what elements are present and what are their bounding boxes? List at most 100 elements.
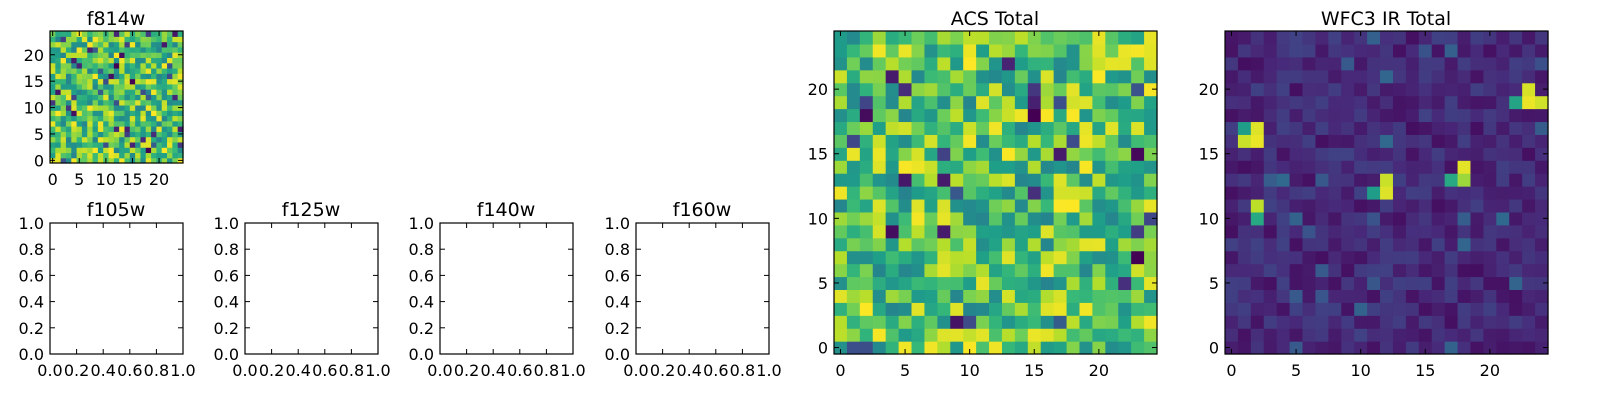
- heatmap-cell: [1341, 224, 1355, 239]
- heatmap-cell: [1367, 147, 1381, 161]
- heatmap-cell: [1341, 237, 1355, 252]
- heatmap-cell: [1380, 198, 1394, 213]
- heatmap-cell: [1250, 173, 1265, 187]
- heatmap-cell: [97, 147, 104, 154]
- heatmap-cell: [1092, 43, 1106, 58]
- heatmap-cell: [1354, 289, 1368, 303]
- heatmap-cell: [92, 104, 99, 111]
- heatmap-cell: [172, 136, 179, 143]
- heatmap-cell: [1354, 237, 1368, 252]
- heatmap-cell: [1483, 134, 1497, 148]
- heatmap-cell: [156, 94, 163, 101]
- heatmap-cell: [1315, 341, 1329, 355]
- panel-f105w: f105w 0.0 0.2 0.4 0.6 0.8 1.00.00.20.40.60.81…: [19, 199, 196, 380]
- heatmap-cell: [1392, 186, 1407, 200]
- heatmap-cell: [1053, 315, 1068, 329]
- heatmap-cell: [963, 237, 977, 252]
- heatmap-cell: [846, 302, 861, 316]
- heatmap-cell: [124, 141, 131, 148]
- heatmap-cell: [1302, 224, 1317, 239]
- heatmap-cell: [103, 78, 110, 85]
- heatmap-cell: [1289, 224, 1304, 239]
- heatmap-cell: [1431, 289, 1446, 303]
- heatmap-cell: [1237, 328, 1252, 342]
- heatmap-cell: [1105, 95, 1119, 110]
- heatmap-cell: [129, 110, 136, 117]
- heatmap-cell: [81, 36, 88, 43]
- heatmap-cell: [1483, 263, 1497, 278]
- heatmap-cell: [1066, 43, 1081, 58]
- heatmap-cell: [1315, 134, 1329, 148]
- heatmap-cell: [60, 62, 67, 69]
- heatmap-cell: [1027, 108, 1042, 123]
- heatmap-cell: [1315, 250, 1329, 265]
- heatmap-cell: [1457, 315, 1472, 329]
- heatmap-cell: [1328, 263, 1342, 278]
- heatmap-cell: [1079, 173, 1093, 187]
- heatmap-cell: [76, 120, 83, 127]
- heatmap-cell: [76, 57, 83, 64]
- heatmap-cell: [1470, 43, 1484, 58]
- heatmap-cell: [55, 36, 62, 43]
- heatmap-cell: [135, 78, 142, 85]
- heatmap-cell: [834, 186, 848, 200]
- heatmap-cell: [1263, 134, 1278, 148]
- heatmap-cell: [124, 57, 131, 64]
- heatmap-cell: [1405, 302, 1420, 316]
- heatmap-cell: [1444, 173, 1459, 187]
- heatmap-cell: [97, 31, 104, 37]
- heatmap-cell: [1418, 108, 1433, 123]
- heatmap-cell: [1522, 328, 1536, 342]
- heatmap-cell: [1040, 147, 1055, 161]
- heatmap-cell: [1144, 31, 1158, 45]
- heatmap-cell: [1144, 250, 1158, 265]
- heatmap-cell: [156, 73, 163, 80]
- heatmap-cell: [1354, 108, 1368, 123]
- heatmap-cell: [1289, 250, 1304, 265]
- heatmap-cell: [1535, 147, 1549, 161]
- heatmap-cell: [177, 41, 184, 48]
- heatmap-cell: [1522, 31, 1536, 45]
- heatmap-cell: [92, 152, 99, 159]
- heatmap-cell: [1131, 31, 1145, 45]
- heatmap-cell: [1328, 134, 1342, 148]
- heatmap-cell: [1027, 56, 1042, 71]
- heatmap-cell: [1367, 276, 1381, 290]
- heatmap-cell: [1354, 328, 1368, 342]
- heatmap-cell: [1014, 173, 1029, 187]
- heatmap-cell: [937, 302, 951, 316]
- heatmap-cell: [989, 69, 1003, 84]
- heatmap-cell: [177, 99, 184, 106]
- heatmap-cell: [1522, 237, 1536, 252]
- heatmap-cell: [1392, 31, 1407, 45]
- heatmap-cell: [1522, 250, 1536, 265]
- heatmap-cell: [87, 36, 94, 43]
- heatmap-cell: [1302, 108, 1317, 123]
- heatmap-cell: [1392, 108, 1407, 123]
- heatmap-cell: [1225, 108, 1239, 123]
- heatmap-cell: [1014, 328, 1029, 342]
- heatmap-cell: [898, 341, 913, 355]
- heatmap-cell: [92, 41, 99, 48]
- panel-f125w: f125w 0.0 0.2 0.4 0.6 0.8 1.00.00.20.40.60.81…: [214, 199, 391, 380]
- heatmap-cell: [119, 120, 126, 127]
- heatmap-cell: [60, 120, 67, 127]
- heatmap-cell: [1131, 289, 1145, 303]
- heatmap-cell: [885, 56, 900, 71]
- heatmap-cell: [1263, 173, 1278, 187]
- heatmap-cell: [177, 115, 184, 122]
- heatmap-cell: [97, 131, 104, 138]
- heatmap-cell: [1354, 276, 1368, 290]
- heatmap-cell: [1483, 160, 1497, 174]
- heatmap-cell: [71, 152, 78, 159]
- heatmap-cell: [1470, 237, 1484, 252]
- heatmap-cell: [87, 131, 94, 138]
- heatmap-cell: [129, 115, 136, 122]
- heatmap-cell: [151, 57, 157, 64]
- heatmap-cell: [55, 126, 62, 132]
- heatmap-cell: [103, 152, 110, 159]
- heatmap-cell: [963, 82, 977, 97]
- heatmap-cell: [55, 67, 62, 74]
- heatmap-cell: [1367, 69, 1381, 84]
- heatmap-cell: [963, 302, 977, 316]
